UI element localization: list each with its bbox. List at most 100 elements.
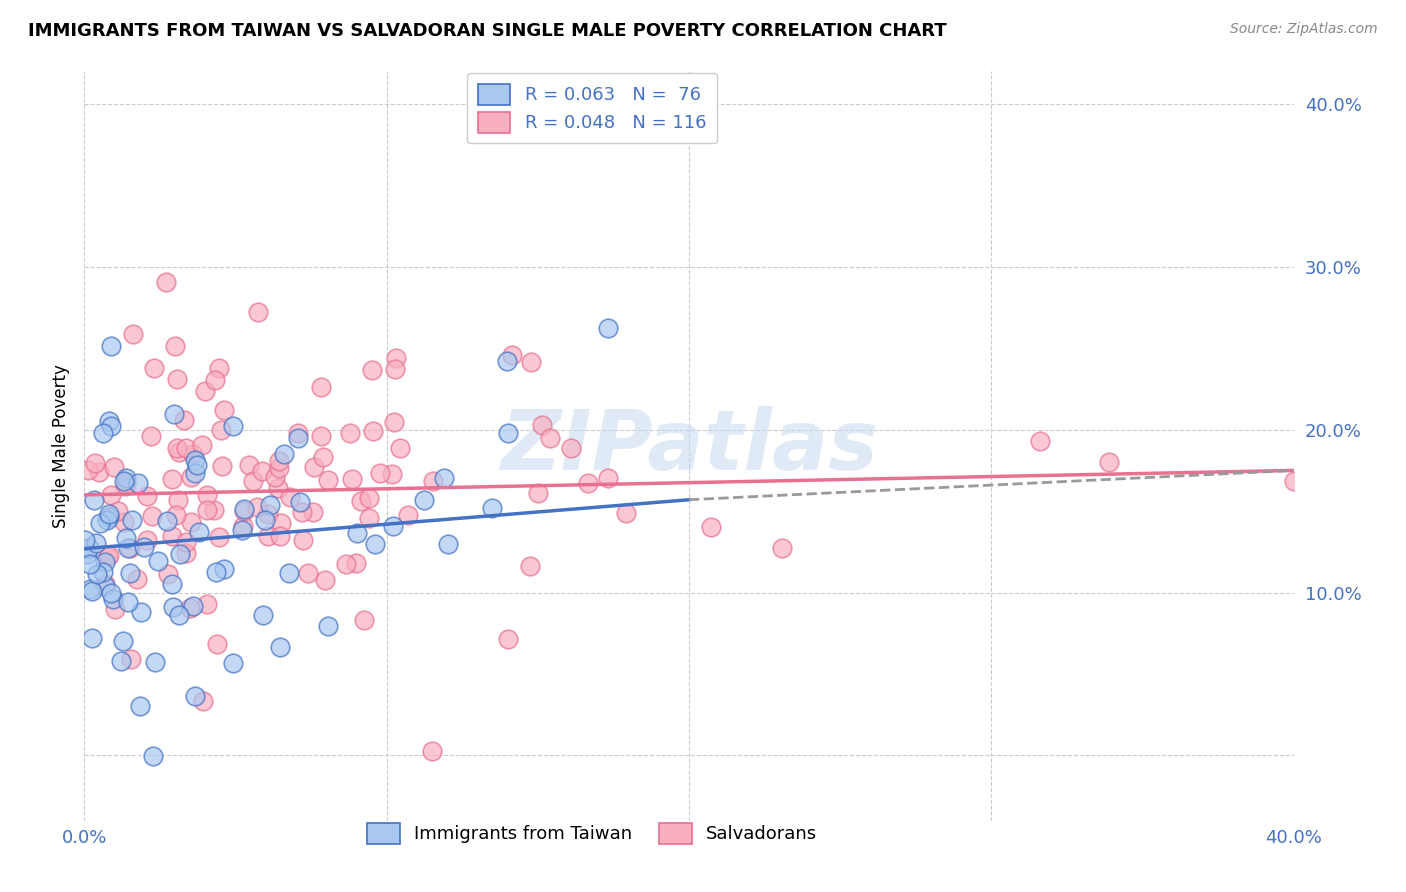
Point [103, 460, 125, 475]
Point [117, 541, 139, 555]
Point [187, 525, 209, 540]
Point [232, 501, 254, 516]
Point [197, 503, 219, 517]
Point [481, 500, 503, 515]
Point [114, 479, 136, 493]
Point [97, 510, 120, 524]
Point [166, 441, 188, 455]
Point [312, 450, 335, 465]
Point [180, 469, 202, 483]
Point [598, 321, 620, 335]
Point [91, 565, 114, 579]
Point [174, 546, 197, 560]
Point [98, 507, 121, 521]
Point [277, 566, 299, 580]
Point [212, 562, 235, 576]
Point [316, 619, 339, 633]
Point [270, 516, 292, 530]
Point [100, 488, 122, 502]
Text: 40.0%: 40.0% [1265, 829, 1322, 847]
Point [155, 275, 177, 289]
Point [420, 744, 443, 758]
Point [94, 555, 117, 569]
Point [363, 537, 385, 551]
Y-axis label: Single Male Poverty: Single Male Poverty [52, 364, 70, 528]
Point [287, 431, 309, 445]
Point [128, 699, 150, 714]
Point [538, 431, 561, 445]
Point [180, 515, 202, 529]
Point [291, 505, 314, 519]
Point [115, 531, 138, 545]
Point [83, 493, 105, 508]
Point [290, 494, 312, 508]
Point [222, 656, 245, 670]
Point [269, 461, 291, 475]
Point [520, 355, 543, 369]
Point [80, 631, 103, 645]
Point [100, 585, 122, 599]
Point [117, 595, 139, 609]
Point [107, 504, 129, 518]
Point [531, 417, 554, 432]
Point [174, 534, 197, 549]
Point [340, 471, 363, 485]
Point [112, 474, 135, 488]
Point [350, 494, 373, 508]
Point [614, 506, 637, 520]
Point [422, 475, 444, 489]
Point [381, 519, 404, 533]
Point [1098, 455, 1121, 469]
Point [97, 414, 120, 428]
Point [169, 547, 191, 561]
Point [212, 402, 235, 417]
Point [103, 591, 125, 606]
Point [115, 471, 138, 485]
Point [250, 464, 273, 478]
Point [301, 505, 323, 519]
Point [73, 533, 96, 548]
Point [94, 576, 117, 591]
Point [184, 453, 207, 467]
Point [231, 523, 253, 537]
Point [76, 547, 98, 561]
Point [770, 541, 793, 555]
Point [193, 694, 215, 708]
Point [368, 466, 391, 480]
Point [186, 458, 208, 472]
Point [433, 471, 456, 485]
Point [195, 488, 218, 502]
Point [157, 567, 180, 582]
Point [82, 584, 104, 599]
Point [287, 426, 309, 441]
Point [166, 372, 188, 386]
Point [94, 579, 117, 593]
Point [232, 519, 254, 533]
Point [127, 476, 149, 491]
Point [314, 573, 336, 587]
Legend: Immigrants from Taiwan, Salvadorans: Immigrants from Taiwan, Salvadorans [359, 814, 827, 853]
Point [335, 557, 357, 571]
Point [110, 654, 132, 668]
Point [302, 460, 325, 475]
Point [501, 348, 523, 362]
Point [121, 513, 143, 527]
Point [238, 458, 260, 473]
Point [181, 599, 204, 613]
Point [163, 407, 186, 421]
Point [204, 566, 226, 580]
Point [146, 553, 169, 567]
Point [84, 536, 107, 550]
Text: 0.0%: 0.0% [62, 829, 107, 847]
Point [353, 613, 375, 627]
Point [160, 529, 183, 543]
Point [278, 490, 301, 504]
Point [141, 508, 163, 523]
Point [496, 632, 519, 647]
Point [346, 525, 368, 540]
Point [208, 361, 231, 376]
Point [100, 339, 122, 353]
Point [209, 423, 232, 437]
Point [143, 655, 166, 669]
Point [89, 516, 111, 531]
